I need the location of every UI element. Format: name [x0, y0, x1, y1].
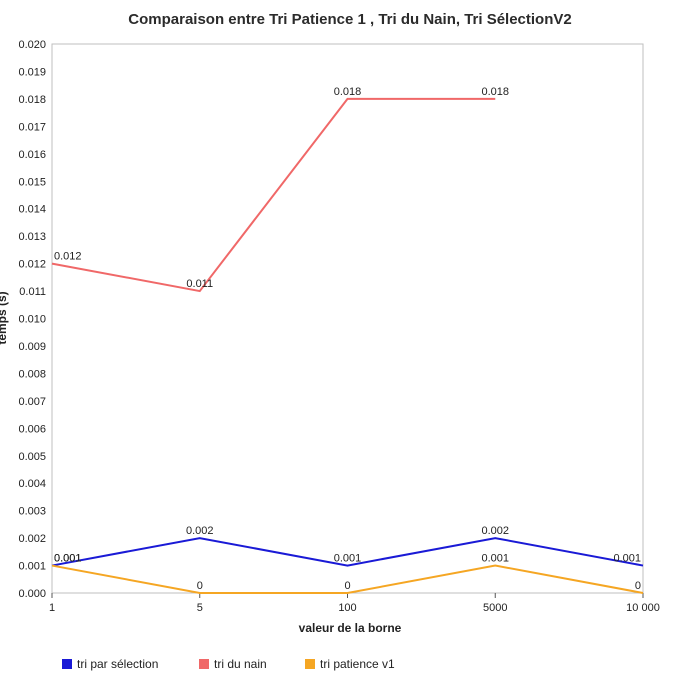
y-tick-label: 0.002	[18, 533, 46, 545]
data-label: 0.001	[481, 553, 509, 565]
x-tick-label: 5	[197, 602, 203, 614]
data-label: 0.001	[613, 553, 641, 565]
y-tick-label: 0.017	[18, 121, 46, 133]
y-tick-label: 0.011	[19, 286, 46, 298]
data-label: 0.018	[334, 86, 362, 98]
legend-label: tri par sélection	[77, 657, 158, 671]
y-tick-label: 0.013	[18, 231, 46, 243]
x-tick-label: 5000	[483, 602, 507, 614]
y-tick-label: 0.015	[18, 176, 46, 188]
data-label: 0.002	[481, 525, 509, 537]
chart-title: Comparaison entre Tri Patience 1 , Tri d…	[128, 11, 571, 28]
y-tick-label: 0.008	[18, 368, 46, 380]
y-tick-label: 0.009	[18, 341, 46, 353]
x-tick-label: 100	[338, 602, 356, 614]
data-label: 0.018	[481, 86, 509, 98]
y-tick-label: 0.010	[18, 314, 46, 326]
data-label: 0.002	[186, 525, 214, 537]
data-label: 0	[197, 580, 203, 592]
legend: tri par sélection tri du nain tri patience…	[62, 657, 395, 671]
data-label: 0.001	[334, 553, 362, 565]
y-tick-label: 0.020	[18, 39, 46, 51]
legend-label: tri du nain	[214, 657, 267, 671]
x-tick-label: 10 000	[626, 602, 660, 614]
data-label: 0	[635, 580, 641, 592]
y-tick-label: 0.019	[18, 66, 46, 78]
y-tick-label: 0.006	[18, 423, 46, 435]
series-line	[51, 97, 496, 293]
series-lines	[51, 97, 644, 594]
legend-swatch	[199, 659, 209, 669]
legend-swatch	[62, 659, 72, 669]
x-axis: 1 5 100 5000 10 000	[49, 593, 660, 614]
data-label: 0.001	[54, 553, 82, 565]
y-tick-label: 0.007	[18, 396, 46, 408]
data-label: 0.012	[54, 251, 82, 263]
legend-label: tri patience v1	[320, 657, 395, 671]
x-axis-label: valeur de la borne	[299, 621, 402, 635]
legend-swatch	[305, 659, 315, 669]
y-axis-label: temps (s)	[0, 291, 9, 344]
y-tick-label: 0.016	[18, 149, 46, 161]
data-labels: 0.001 0.002 0.001 0.002 0.001 0.012 0.011 0.018…	[54, 86, 641, 592]
x-tick-label: 1	[49, 602, 55, 614]
data-label: 0.001	[54, 553, 82, 565]
y-tick-label: 0.003	[18, 506, 46, 518]
plot-area	[51, 43, 644, 594]
data-label: 0	[344, 580, 350, 592]
y-tick-label: 0.004	[18, 478, 46, 490]
y-tick-label: 0.005	[18, 451, 46, 463]
y-tick-label: 0.012	[18, 259, 46, 271]
data-label: 0.011	[186, 278, 213, 290]
y-tick-label: 0.014	[18, 204, 46, 216]
y-tick-label: 0.001	[18, 561, 46, 573]
y-tick-label: 0.018	[18, 94, 46, 106]
series-line	[51, 564, 644, 594]
y-axis: 0.000 0.001 0.002 0.003 0.004 0.005 0.006 0.007…	[18, 39, 46, 600]
y-tick-label: 0.000	[18, 588, 46, 600]
series-line	[51, 537, 644, 567]
